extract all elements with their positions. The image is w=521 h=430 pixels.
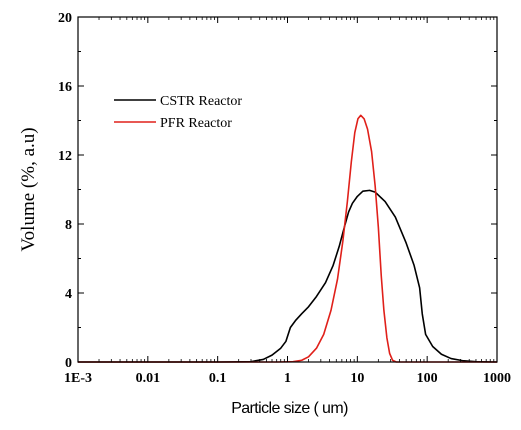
series-line-cstr-reactor xyxy=(78,189,498,363)
y-tick-label: 20 xyxy=(58,11,72,26)
legend-layer: CSTR Reactor PFR Reactor xyxy=(114,94,242,131)
series-layer xyxy=(78,114,498,363)
x-tick-label: 10 xyxy=(350,371,364,386)
y-tick-label: 0 xyxy=(65,356,72,371)
x-tick-label: 100 xyxy=(417,371,438,386)
x-tick-label: 0.01 xyxy=(136,371,161,386)
frame-layer xyxy=(77,16,498,363)
y-axis-label: Volume (%, a.u) xyxy=(18,127,39,251)
label-layer: Particle size ( um) Volume (%, a.u) xyxy=(18,127,349,417)
plot-frame xyxy=(77,16,498,363)
series-line-pfr-reactor xyxy=(78,114,497,363)
x-tick-label: 1 xyxy=(284,371,291,386)
y-tick-label: 16 xyxy=(58,80,72,95)
y-tick-label: 12 xyxy=(58,149,72,164)
y-tick-label: 8 xyxy=(65,218,72,233)
tick-layer: 0 4 8 12 16 20 1E-3 0.01 0.1 1 10 100 1000 xyxy=(58,11,511,386)
x-axis-label: Particle size ( um) xyxy=(231,400,348,417)
x-tick-label: 1E-3 xyxy=(64,371,92,386)
x-tick-label: 1000 xyxy=(483,371,511,386)
x-tick-label: 0.1 xyxy=(209,371,227,386)
legend-label-pfr-reactor: PFR Reactor xyxy=(160,116,232,131)
y-tick-label: 4 xyxy=(65,287,72,302)
legend-label-cstr-reactor: CSTR Reactor xyxy=(160,94,242,109)
